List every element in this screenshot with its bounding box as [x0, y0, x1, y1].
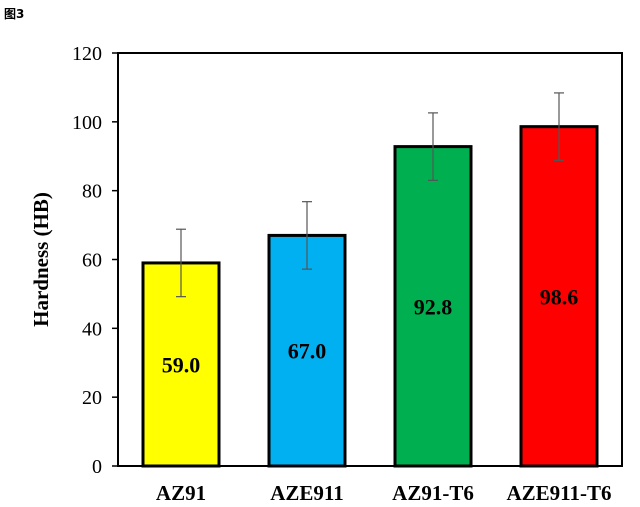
value-label: 67.0	[288, 339, 327, 364]
y-tick-label: 40	[82, 318, 102, 340]
error-bars-group	[176, 92, 564, 298]
value-label: 92.8	[414, 294, 453, 319]
y-axis-title: Hardness (HB)	[29, 192, 53, 327]
bar-aze911-t6	[519, 125, 599, 468]
value-label: 59.0	[162, 352, 201, 377]
value-labels-group: 59.0 67.0 92.8 98.6	[162, 284, 579, 377]
y-tick-label: 60	[82, 250, 102, 272]
bar-aze911	[267, 233, 347, 468]
x-category-label: AZ91	[156, 481, 206, 505]
bars-group	[141, 125, 599, 468]
x-category-label: AZ91-T6	[392, 481, 474, 505]
value-label: 98.6	[540, 284, 579, 309]
x-category-label: AZE911	[270, 481, 344, 505]
y-tick-label: 120	[72, 43, 102, 65]
y-tick-label: 20	[82, 387, 102, 409]
plot-frame	[117, 52, 623, 467]
y-tick-label: 80	[82, 181, 102, 203]
x-category-label: AZE911-T6	[506, 481, 611, 505]
x-axis-labels: AZ91 AZE911 AZ91-T6 AZE911-T6	[156, 481, 612, 505]
figure-label: 图3	[4, 7, 25, 21]
y-tick-label: 0	[92, 456, 102, 478]
y-tick-label: 100	[72, 112, 102, 134]
y-axis-ticks: 0 20 40 60 80 100 120	[72, 43, 118, 478]
